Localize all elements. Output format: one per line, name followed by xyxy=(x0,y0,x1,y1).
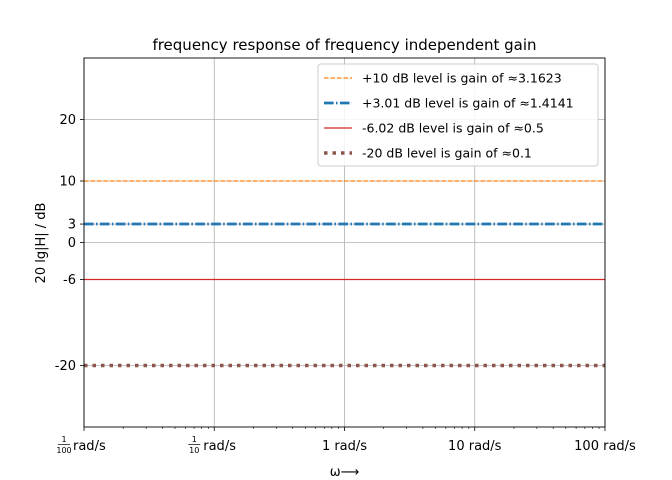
x-tick-label-numerator: 1 xyxy=(192,435,197,444)
legend-label-3: -6.02 dB level is gain of ≈0.5 xyxy=(362,121,544,136)
legend-box xyxy=(317,63,599,167)
y-tick-label: -6 xyxy=(63,273,76,288)
chart-title: frequency response of frequency independ… xyxy=(152,36,536,54)
y-axis-label: 20 lg|H| / dB xyxy=(34,203,49,284)
x-axis-label: ω⟶ xyxy=(330,465,360,480)
legend: +10 dB level is gain of ≈3.1623 +3.01 dB … xyxy=(317,63,599,167)
y-tick-label: 3 xyxy=(68,218,76,233)
x-tick-label: 10 rad/s xyxy=(448,439,502,454)
y-tick-label: 10 xyxy=(59,175,76,190)
x-tick-label: 1 100 rad/s xyxy=(56,435,106,455)
series-layer xyxy=(84,180,605,368)
x-tick-label-denominator: 100 xyxy=(56,446,71,455)
y-tick-label: -20 xyxy=(55,359,76,374)
y-tick-label: 20 xyxy=(59,113,76,128)
x-tick-label: 1 rad/s xyxy=(322,439,367,454)
x-tick-label-numerator: 1 xyxy=(61,435,66,444)
x-tick-label-unit: rad/s xyxy=(203,439,236,454)
x-tick-label: 1 10 rad/s xyxy=(188,435,236,455)
x-tick-label-unit: rad/s xyxy=(73,439,106,454)
y-tick-label: 0 xyxy=(68,236,76,251)
legend-label-4: -20 dB level is gain of ≈0.1 xyxy=(362,146,532,161)
legend-label-2: +3.01 dB level is gain of ≈1.4141 xyxy=(362,96,574,111)
x-tick-label: 100 rad/s xyxy=(574,439,636,454)
x-tick-label-denominator: 10 xyxy=(189,446,199,455)
legend-label-1: +10 dB level is gain of ≈3.1623 xyxy=(362,71,562,86)
